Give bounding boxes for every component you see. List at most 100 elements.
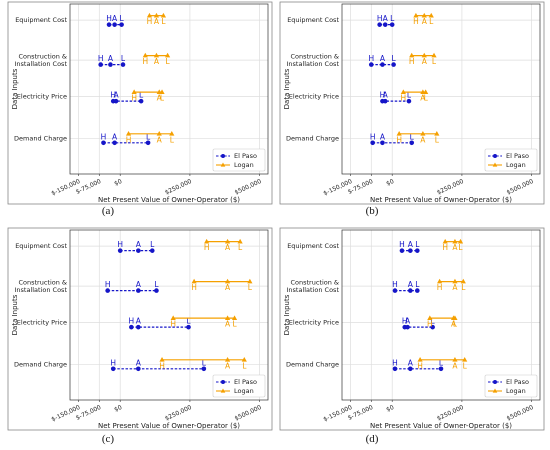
data-point — [224, 315, 231, 320]
data-point — [224, 357, 231, 362]
data-label: L — [407, 91, 412, 100]
data-point — [186, 324, 191, 330]
data-point — [380, 62, 385, 67]
data-label: A — [422, 17, 428, 26]
data-label: L — [121, 54, 126, 63]
category-label: Equipment Cost — [15, 16, 67, 24]
data-point — [452, 238, 458, 244]
data-point — [145, 140, 151, 146]
data-point — [146, 12, 153, 18]
data-point — [170, 315, 176, 320]
data-label: A — [225, 243, 231, 252]
data-label: H — [377, 14, 383, 23]
data-label: H — [427, 320, 433, 329]
data-point — [452, 357, 458, 362]
x-tick-label: $500,000 — [234, 178, 263, 197]
category-label-line: Installation Cost — [286, 60, 339, 68]
data-label: L — [150, 240, 155, 249]
legend-label: Logan — [234, 387, 254, 395]
data-point — [430, 324, 435, 330]
data-label: L — [186, 317, 191, 326]
data-label: H — [117, 240, 123, 249]
x-tick-label: $250,000 — [164, 404, 193, 423]
data-label: L — [166, 57, 171, 66]
category-label: Demand Charge — [14, 134, 67, 142]
legend-marker — [220, 162, 226, 167]
data-label: H — [370, 132, 376, 141]
data-label: A — [420, 135, 426, 144]
data-label: L — [119, 14, 124, 23]
y-axis-label: Data Inputs — [11, 68, 19, 109]
panel-frame — [279, 1, 545, 205]
data-label: A — [408, 358, 414, 367]
data-label: A — [136, 280, 142, 289]
category-label-line: Equipment Cost — [287, 16, 339, 24]
data-label: L — [415, 240, 420, 249]
x-tick-label: $500,000 — [234, 404, 263, 423]
data-point — [408, 248, 413, 253]
category-label-line: Demand Charge — [286, 360, 339, 368]
data-label: A — [108, 54, 114, 63]
y-axis-label: Data Inputs — [11, 294, 19, 335]
data-label: H — [392, 358, 398, 367]
category-label-line: Electricity Price — [289, 319, 339, 327]
data-point — [110, 366, 116, 372]
data-point — [204, 238, 210, 244]
data-label: A — [136, 358, 142, 367]
data-point — [112, 22, 117, 27]
category-label: Equipment Cost — [15, 242, 67, 250]
data-point — [391, 62, 396, 67]
data-label: H — [98, 54, 104, 63]
data-label: H — [442, 243, 448, 252]
legend-marker — [493, 380, 497, 384]
panel-frame — [279, 227, 545, 431]
data-label: A — [225, 283, 231, 292]
category-label: Electricity Price — [289, 93, 339, 101]
data-point — [382, 22, 388, 27]
data-label: A — [383, 91, 389, 100]
data-label: H — [105, 280, 111, 289]
data-label: H — [204, 243, 210, 252]
category-label-line: Equipment Cost — [15, 242, 67, 250]
panel-frame — [7, 1, 273, 205]
data-point — [420, 131, 426, 136]
data-label: L — [232, 320, 237, 329]
category-label-line: Installation Cost — [286, 286, 339, 294]
category-label: Demand Charge — [286, 360, 339, 368]
data-label: H — [110, 358, 116, 367]
data-label: A — [405, 317, 411, 326]
data-point — [149, 248, 155, 253]
x-tick-label: $500,000 — [506, 404, 535, 423]
data-label: H — [106, 14, 112, 23]
data-point — [113, 98, 119, 104]
category-label: Electricity Price — [17, 319, 67, 327]
data-point — [156, 131, 162, 136]
data-point — [224, 278, 231, 284]
data-point — [98, 62, 103, 67]
data-point — [382, 98, 388, 104]
data-label: H — [126, 135, 132, 144]
legend-marker — [221, 380, 225, 384]
data-label: A — [408, 280, 414, 289]
plot-area — [69, 229, 269, 401]
data-point — [169, 131, 175, 136]
x-axis-label: Net Present Value of Owner-Operator ($) — [98, 422, 240, 430]
data-point — [414, 288, 420, 293]
data-point — [396, 131, 402, 136]
data-label: H — [417, 361, 423, 370]
category-label-line: Installation Cost — [14, 286, 67, 294]
data-point — [105, 288, 110, 293]
data-label: A — [136, 240, 142, 249]
data-point — [101, 140, 106, 146]
x-tick-label: $250,000 — [164, 178, 193, 197]
panel-label: (d) — [366, 433, 379, 445]
data-point — [370, 140, 375, 146]
data-point — [159, 357, 165, 362]
data-point — [241, 357, 247, 362]
category-label-line: Construction & — [290, 52, 339, 60]
data-point — [434, 131, 440, 136]
data-point — [431, 52, 437, 58]
